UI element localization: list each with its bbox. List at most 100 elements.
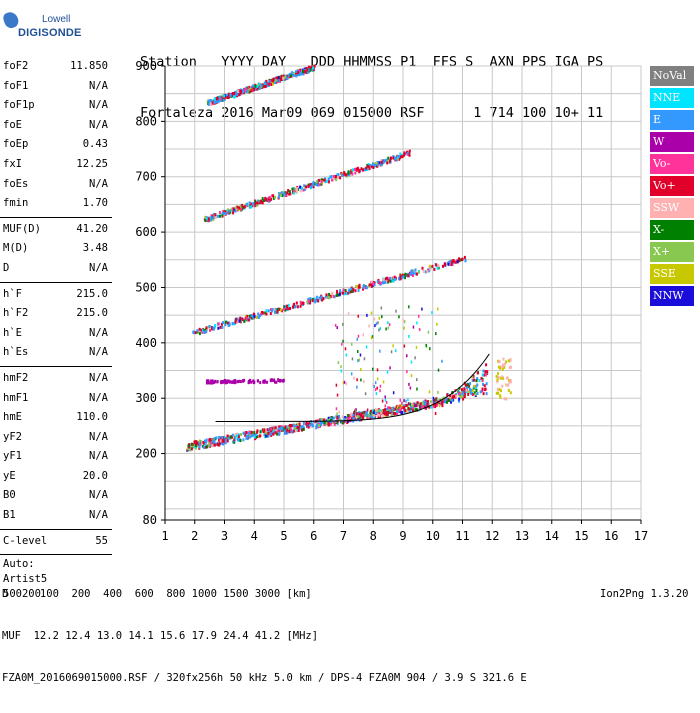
echo-point	[263, 428, 266, 432]
param-row-b1: B1 N/A	[0, 506, 112, 526]
echo-point	[398, 155, 401, 159]
echo-point	[216, 380, 219, 384]
echo-point	[328, 292, 331, 296]
echo-point	[338, 293, 341, 297]
echo-point	[265, 312, 268, 316]
echo-point	[396, 157, 399, 161]
echo-point	[316, 422, 319, 426]
echo-point	[329, 175, 332, 179]
echo-point	[378, 161, 381, 165]
echo-point	[331, 178, 334, 182]
echo-point	[213, 380, 216, 384]
echo-point	[188, 448, 191, 452]
echo-point	[260, 199, 263, 203]
echo-point	[445, 396, 448, 400]
param-name: fmin	[3, 197, 29, 210]
echo-point	[296, 426, 299, 430]
echo-point	[221, 325, 224, 329]
auto-line: Artist5	[3, 573, 48, 586]
echo-point	[204, 219, 207, 223]
echo-point	[286, 426, 289, 430]
echo-point	[288, 429, 291, 433]
echo-point	[234, 209, 237, 213]
echo-point	[429, 400, 432, 404]
echo-point	[362, 168, 365, 172]
echo-point	[373, 163, 376, 167]
x-tick-label: 7	[340, 529, 347, 543]
echo-point	[386, 161, 389, 165]
echo-point	[389, 276, 392, 280]
echo-point	[248, 380, 251, 384]
echo-point	[376, 161, 379, 165]
echo-point	[392, 406, 395, 410]
echo-point	[335, 178, 338, 182]
echo-point	[193, 445, 196, 449]
echo-point	[372, 162, 375, 166]
x-tick-label: 16	[604, 529, 618, 543]
echo-point	[323, 421, 326, 425]
echo-point	[300, 425, 303, 429]
echo-point	[373, 283, 376, 287]
echo-point	[411, 404, 414, 408]
echo-point	[357, 334, 360, 338]
echo-point	[267, 430, 270, 434]
param-value: N/A	[89, 261, 108, 274]
echo-point	[394, 407, 397, 411]
echo-point	[283, 78, 286, 82]
echo-point	[242, 431, 245, 435]
echo-point	[389, 366, 391, 370]
echo-point	[282, 76, 285, 80]
param-row-b0: B0 N/A	[0, 486, 112, 506]
echo-point	[265, 84, 268, 88]
echo-point	[363, 411, 366, 415]
echo-point	[313, 420, 316, 424]
echo-point	[365, 166, 368, 170]
echo-point	[216, 442, 219, 446]
echo-point	[253, 380, 256, 384]
echo-point	[302, 421, 305, 425]
echo-point	[437, 307, 439, 311]
echo-point	[437, 390, 439, 394]
echo-point	[355, 167, 358, 171]
echo-point	[418, 328, 421, 332]
echo-point	[322, 178, 325, 182]
echo-point	[222, 439, 225, 443]
echo-point	[410, 360, 413, 364]
echo-point	[381, 399, 384, 403]
digisonde-logo: Lowell DIGISONDE	[1, 8, 81, 44]
echo-point	[403, 344, 406, 348]
echo-point	[499, 394, 502, 398]
echo-point	[354, 412, 357, 416]
echo-point	[426, 402, 429, 406]
echo-point	[294, 427, 297, 431]
echo-point	[222, 98, 225, 102]
echo-point	[501, 384, 504, 388]
echo-point	[470, 391, 473, 395]
echo-point	[391, 279, 394, 283]
echo-point	[380, 160, 383, 164]
echo-point	[363, 380, 365, 384]
echo-point	[239, 380, 242, 384]
echo-point	[320, 295, 323, 299]
echo-point	[405, 399, 407, 403]
echo-point	[205, 440, 208, 444]
echo-point	[255, 86, 258, 90]
echo-point	[260, 84, 263, 88]
echo-point	[352, 413, 355, 417]
echo-point	[412, 409, 415, 413]
param-row-foep: foEp 0.43	[0, 135, 112, 155]
echo-point	[408, 149, 411, 153]
echo-point	[356, 415, 359, 419]
param-name: h`F2	[3, 307, 29, 320]
echo-point	[273, 430, 276, 434]
echo-point	[263, 85, 266, 89]
echo-point	[220, 97, 223, 101]
x-tick-label: 8	[370, 529, 377, 543]
echo-point	[282, 428, 285, 432]
echo-point	[433, 398, 436, 402]
echo-point	[329, 294, 332, 298]
echo-point	[336, 289, 339, 293]
echo-point	[349, 414, 352, 418]
echo-point	[336, 420, 339, 424]
echo-point	[392, 344, 394, 348]
